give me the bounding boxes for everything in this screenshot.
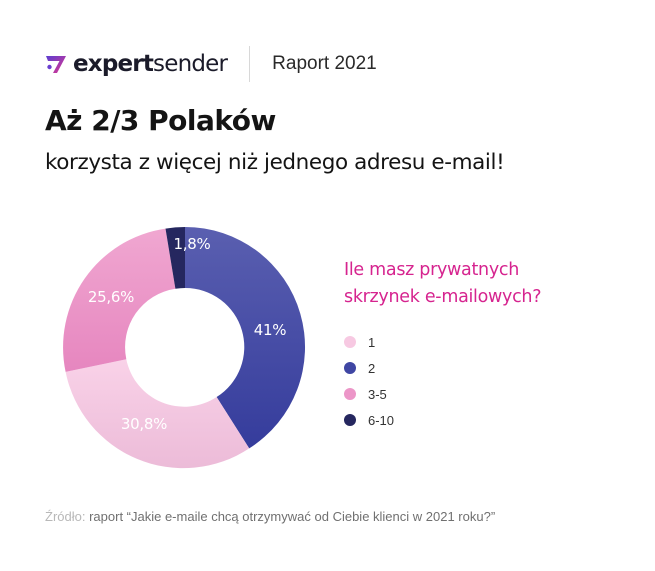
slice-1 [65, 359, 250, 469]
expertsender-logo: expertsender [45, 50, 228, 77]
legend-swatch-icon [344, 336, 356, 348]
slice-3-5 [63, 228, 176, 372]
legend-item-1: 1 [344, 329, 541, 355]
source-label: Źródło: [45, 509, 86, 524]
chart-legend: Ile masz prywatnych skrzynek e-mailowych… [344, 257, 542, 433]
header: expertsender Raport 2021 [45, 46, 377, 82]
legend-swatch-icon [344, 362, 356, 374]
page-subtitle: korzysta z więcej niż jednego adresu e-m… [45, 150, 505, 175]
slice-label-1: 30,8% [120, 415, 168, 433]
brand-name: expertsender [73, 50, 228, 77]
report-label: Raport 2021 [272, 53, 377, 74]
legend-title: Ile masz prywatnych skrzynek e-mailowych… [344, 260, 542, 307]
expertsender-logo-icon [46, 56, 66, 73]
legend-items: 1 2 3-5 6-10 [344, 329, 541, 433]
source-text: raport “Jakie e-maile chcą otrzymywać od… [89, 509, 496, 524]
legend-swatch-icon [344, 414, 356, 426]
slice-label-2: 41% [253, 321, 287, 339]
slice-2 [185, 227, 306, 449]
header-divider [249, 46, 251, 82]
page-title: Aż 2/3 Polaków [45, 104, 276, 137]
source-note: Źródło: raport “Jakie e-maile chcą otrzy… [45, 509, 495, 524]
legend-item-6-10: 6-10 [344, 407, 541, 433]
legend-item-3-5: 3-5 [344, 381, 541, 407]
legend-swatch-icon [344, 388, 356, 400]
slice-label-6-10: 1,8% [173, 235, 211, 253]
slice-label-3-5: 25,6% [87, 288, 135, 306]
slice-6-10 [165, 227, 185, 289]
legend-item-2: 2 [344, 355, 541, 381]
